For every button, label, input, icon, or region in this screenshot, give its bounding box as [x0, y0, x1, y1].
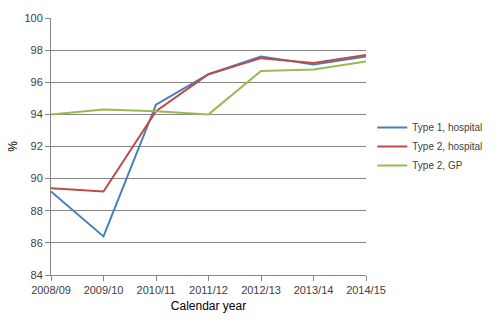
svg-text:2011/12: 2011/12 [189, 284, 228, 296]
svg-text:86: 86 [31, 237, 43, 249]
svg-text:Type 1, hospital: Type 1, hospital [412, 122, 482, 133]
svg-text:2014/15: 2014/15 [346, 284, 386, 296]
svg-text:Calendar year: Calendar year [171, 299, 246, 313]
svg-text:88: 88 [31, 205, 43, 217]
svg-text:96: 96 [31, 76, 43, 88]
svg-text:2010/11: 2010/11 [137, 284, 176, 296]
svg-text:92: 92 [31, 140, 43, 152]
svg-text:94: 94 [31, 108, 43, 120]
svg-text:84: 84 [31, 269, 43, 281]
svg-text:%: % [6, 141, 20, 152]
svg-text:2012/13: 2012/13 [241, 284, 281, 296]
svg-text:2013/14: 2013/14 [294, 284, 334, 296]
svg-text:Type 2, hospital: Type 2, hospital [412, 141, 482, 152]
svg-text:100: 100 [24, 12, 42, 24]
svg-text:2008/09: 2008/09 [31, 284, 71, 296]
svg-text:90: 90 [31, 172, 43, 184]
svg-text:2009/10: 2009/10 [84, 284, 124, 296]
svg-text:Type 2, GP: Type 2, GP [412, 160, 462, 171]
svg-text:98: 98 [31, 44, 43, 56]
